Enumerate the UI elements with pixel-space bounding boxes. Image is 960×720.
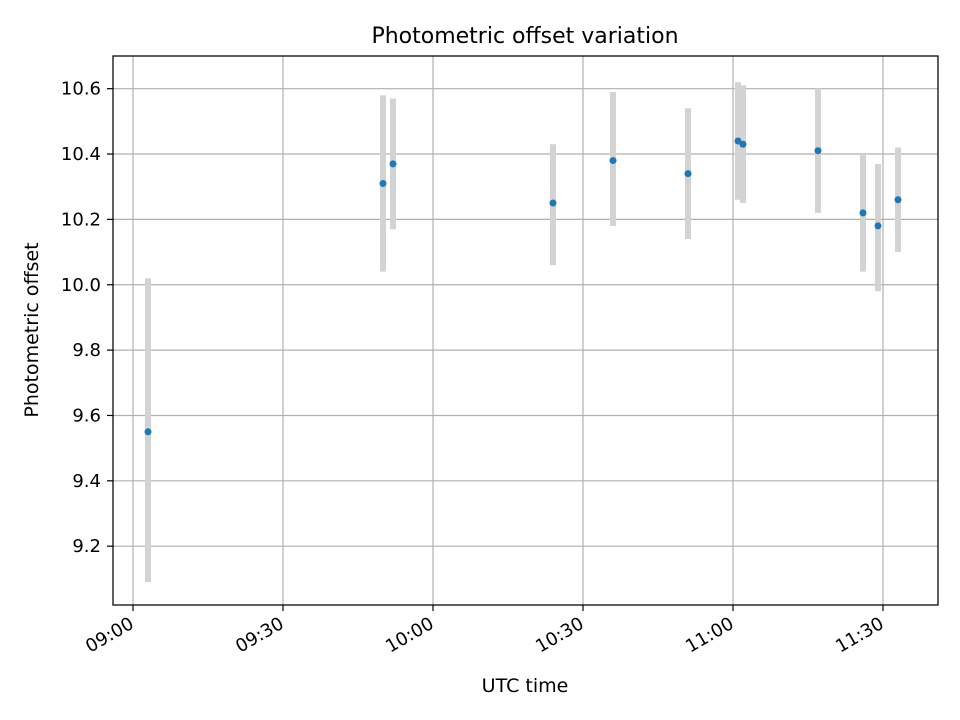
y-tick-label: 9.4 xyxy=(72,471,101,492)
data-point xyxy=(684,170,692,178)
y-axis-label: Photometric offset xyxy=(21,242,43,417)
data-point xyxy=(609,157,617,165)
grid-lines xyxy=(113,56,938,605)
y-tick-label: 10.4 xyxy=(61,144,101,165)
data-point xyxy=(389,160,397,168)
data-point xyxy=(874,222,882,230)
data-point xyxy=(814,147,822,155)
chart-title: Photometric offset variation xyxy=(371,24,678,49)
data-points xyxy=(144,137,902,436)
plot-frame xyxy=(112,55,939,606)
y-tick-label: 9.6 xyxy=(72,405,101,426)
y-tick-label: 10.2 xyxy=(61,209,101,230)
data-point xyxy=(859,209,867,217)
y-tick-label: 9.2 xyxy=(72,536,101,557)
data-point xyxy=(549,199,557,207)
data-point xyxy=(734,137,742,145)
y-axis-ticks: 9.2 9.4 9.6 9.8 10.0 10.2 10.4 10.6 xyxy=(61,79,113,557)
data-point xyxy=(379,179,387,187)
data-point xyxy=(144,428,152,436)
y-tick-label: 10.6 xyxy=(61,79,101,100)
data-point xyxy=(739,140,747,148)
y-tick-label: 10.0 xyxy=(61,275,101,296)
data-point xyxy=(894,196,902,204)
x-axis-label: UTC time xyxy=(482,675,569,697)
y-tick-label: 9.8 xyxy=(72,340,101,361)
